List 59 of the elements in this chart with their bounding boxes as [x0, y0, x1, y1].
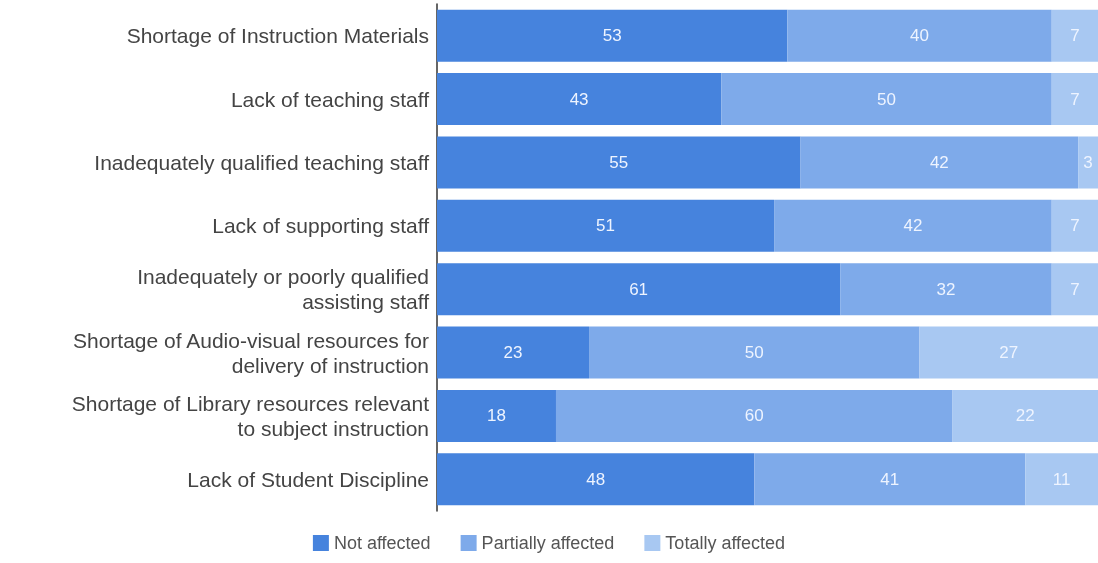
y-tick-label: Lack of Student Discipline: [187, 467, 429, 491]
data-label: 18: [487, 406, 506, 426]
data-label: 7: [1070, 216, 1080, 236]
data-label: 7: [1070, 89, 1080, 109]
bar: [774, 199, 1052, 252]
bar: [840, 263, 1052, 316]
bar: [754, 453, 1026, 506]
data-label: 32: [936, 279, 956, 299]
bar: [1051, 9, 1098, 62]
bar: [1051, 199, 1098, 252]
y-tick-label: Lack of supporting staff: [212, 214, 430, 238]
y-tick-label: Inadequately qualified teaching staff: [94, 150, 430, 174]
data-label: 53: [602, 26, 622, 46]
bar: [800, 136, 1079, 189]
legend-label: Partially affected: [481, 533, 615, 553]
legend-label: Not affected: [333, 533, 431, 553]
bar: [787, 9, 1052, 62]
data-label: 50: [744, 343, 764, 363]
data-label: 40: [910, 26, 929, 46]
bar: [437, 453, 755, 506]
bar: [555, 389, 953, 442]
bar: [1051, 263, 1098, 316]
bar: [952, 389, 1098, 442]
y-tick-label: Shortage of Library resources relevant to subject instruction: [71, 391, 430, 440]
data-label: 23: [503, 343, 523, 363]
data-label: 48: [586, 469, 606, 489]
data-label: 55: [609, 152, 629, 172]
data-label: 7: [1070, 26, 1080, 46]
data-label: 42: [929, 152, 949, 172]
bar: [589, 326, 920, 379]
bar: [1078, 136, 1098, 189]
bar: [437, 9, 788, 62]
bar: [437, 389, 556, 442]
y-tick-label: Lack of teaching staff: [230, 87, 430, 111]
data-label: 41: [880, 469, 900, 489]
data-label: 51: [596, 216, 616, 236]
bar: [437, 136, 801, 189]
bar: [1051, 73, 1098, 126]
data-label: 50: [877, 89, 896, 109]
legend-label: Totally affected: [665, 533, 786, 553]
data-label: 43: [569, 89, 589, 109]
bar: [437, 326, 590, 379]
bar: [437, 263, 841, 316]
data-label: 61: [629, 279, 649, 299]
bar: [721, 73, 1052, 126]
bar: [437, 199, 775, 252]
bar: [919, 326, 1098, 379]
data-label: 11: [1052, 469, 1071, 489]
data-label: 3: [1083, 152, 1093, 172]
y-tick-label: Inadequately or poorly qualified assisting staff: [137, 265, 430, 314]
bar: [437, 73, 722, 126]
data-label: 42: [903, 216, 923, 236]
data-label: 27: [999, 343, 1019, 363]
y-tick-label: Shortage of Instruction Materials: [126, 24, 429, 48]
bar: [1025, 453, 1098, 506]
data-label: 22: [1015, 406, 1035, 426]
data-label: 60: [744, 406, 764, 426]
y-tick-label: Shortage of Audio-visual resources for delivery of instruction: [72, 328, 429, 377]
data-label: 7: [1070, 279, 1080, 299]
